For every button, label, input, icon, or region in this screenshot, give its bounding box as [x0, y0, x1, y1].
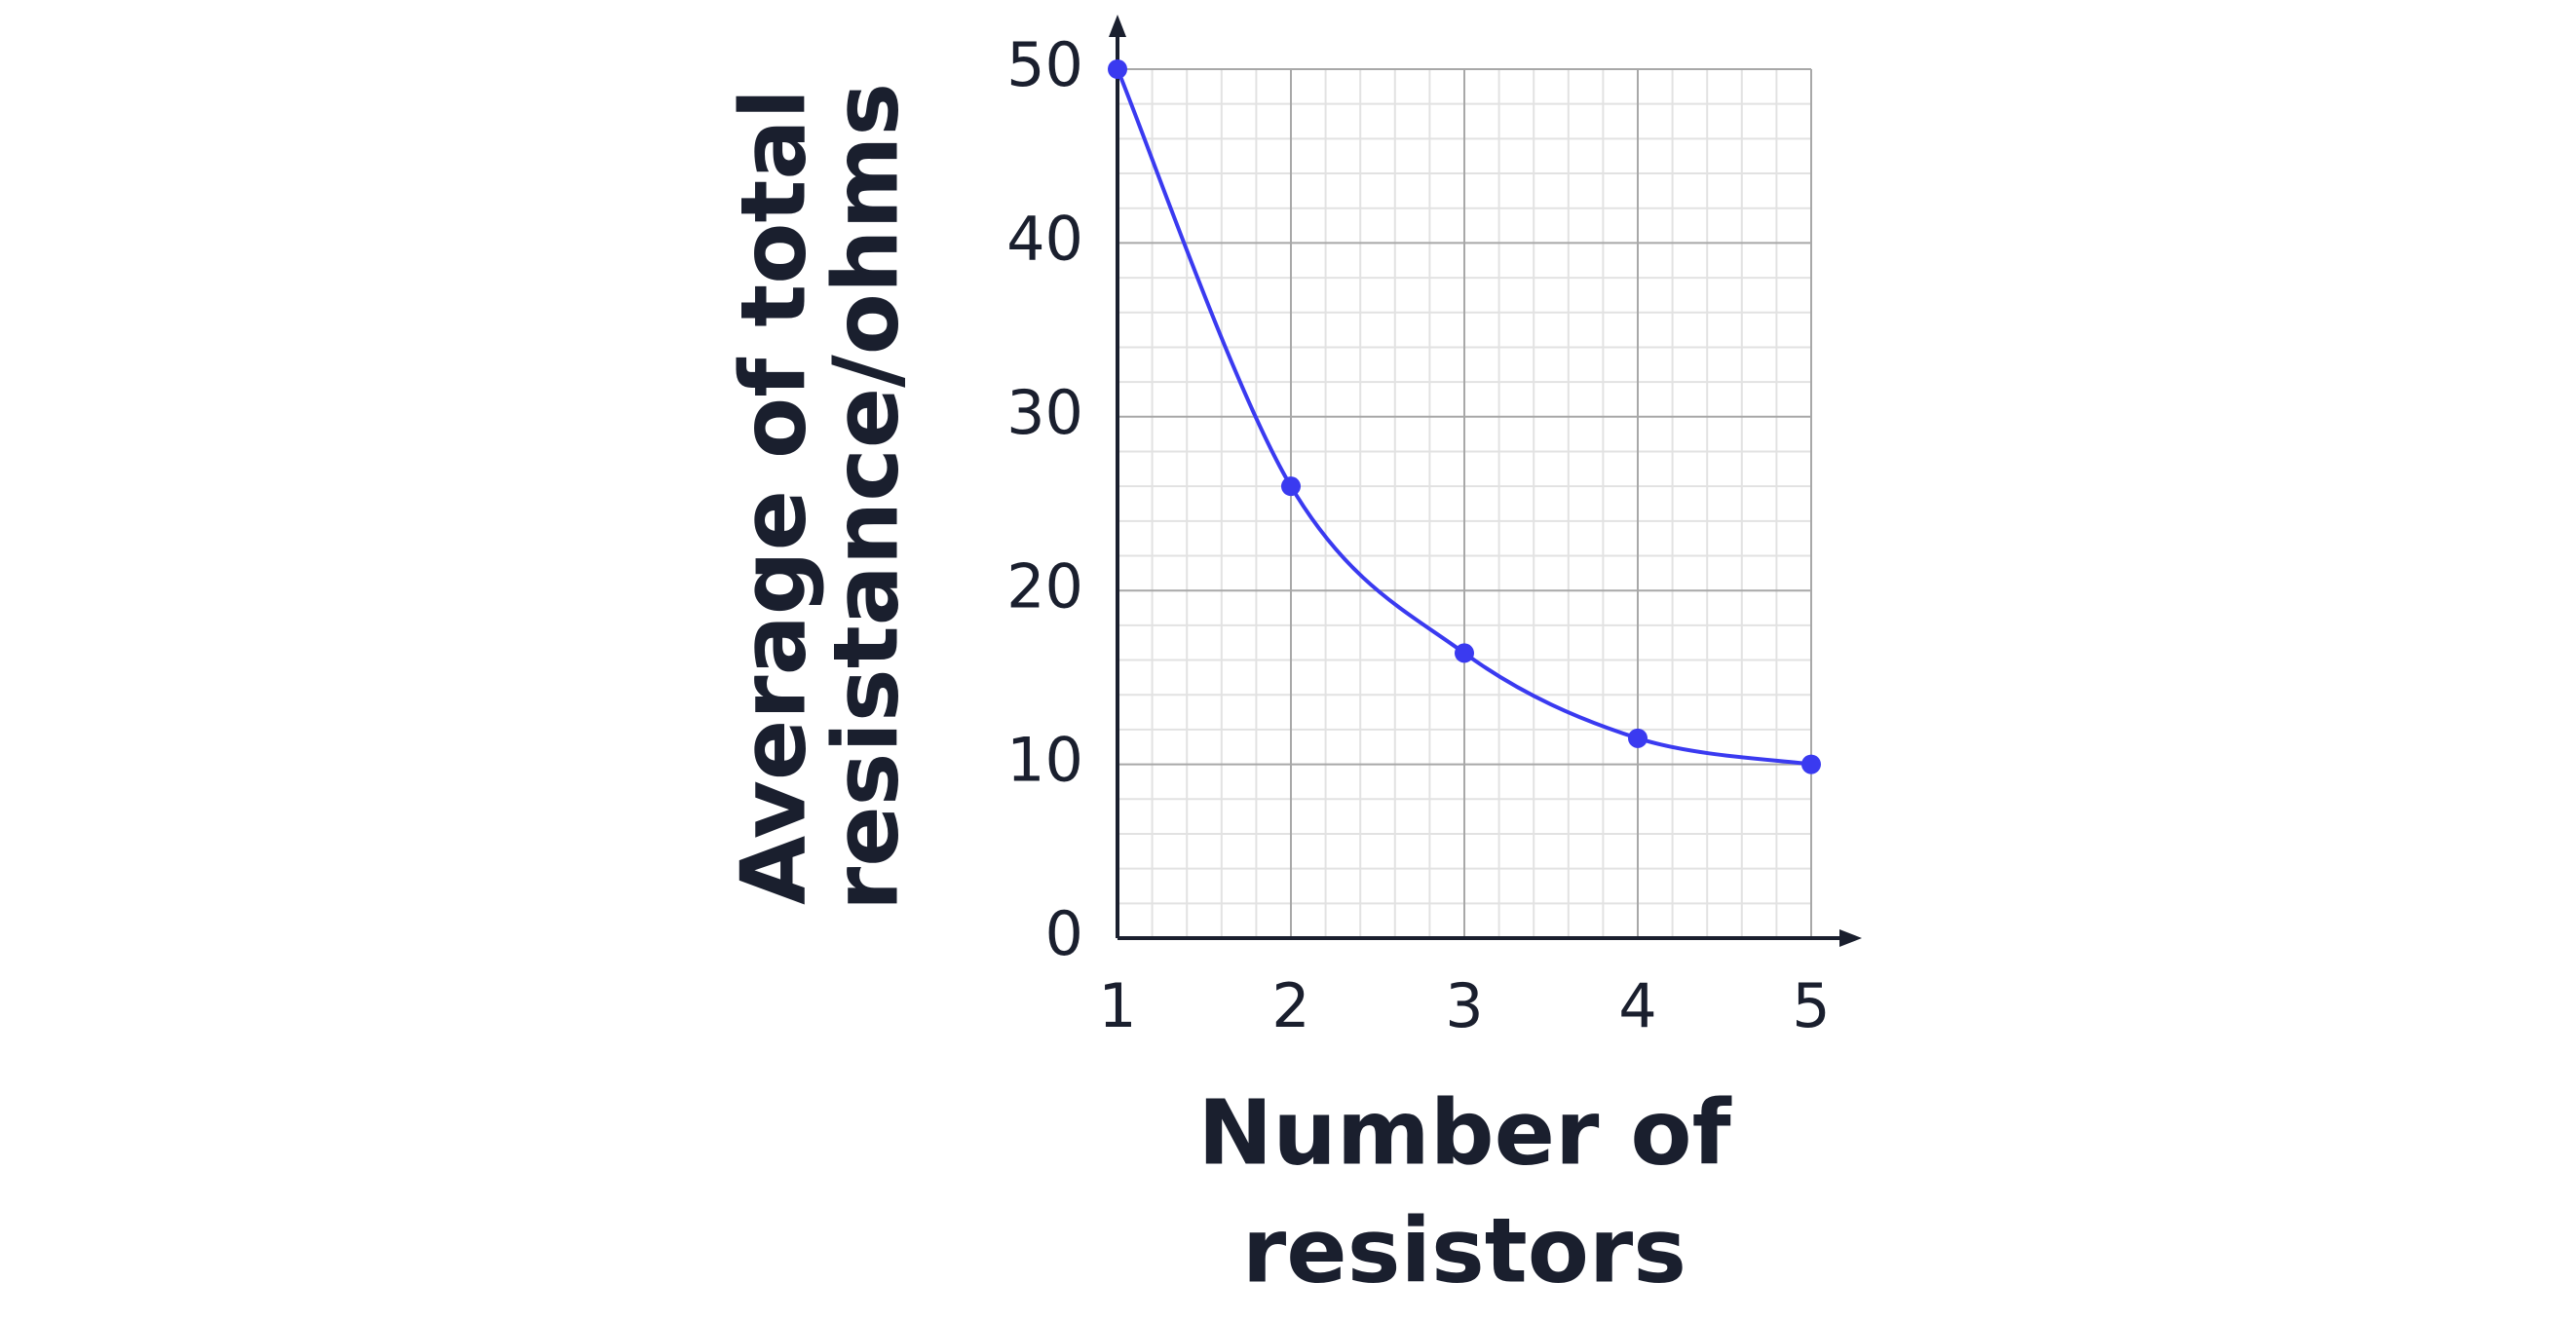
- y-tick-label: 40: [1006, 203, 1083, 274]
- y-axis-title: resistance/ohms: [814, 83, 918, 911]
- y-tick-label: 50: [1006, 29, 1083, 100]
- y-tick-label: 10: [1006, 725, 1083, 796]
- point: [1628, 728, 1648, 748]
- y-axis-title: Average of total: [721, 89, 825, 905]
- point: [1455, 643, 1474, 663]
- point: [1281, 476, 1301, 497]
- x-tick-label: 5: [1792, 970, 1830, 1041]
- point: [1108, 59, 1127, 79]
- y-axis-arrow: [1109, 15, 1126, 37]
- y-tick-label: 0: [1045, 898, 1083, 969]
- point: [1801, 754, 1821, 774]
- x-axis-title: resistors: [1242, 1198, 1686, 1302]
- x-tick-label: 1: [1098, 970, 1136, 1041]
- x-tick-label: 2: [1271, 970, 1309, 1041]
- data-layer: [1108, 59, 1821, 774]
- x-tick-label: 3: [1445, 970, 1483, 1041]
- x-axis-arrow: [1839, 929, 1862, 947]
- x-tick-label: 4: [1618, 970, 1656, 1041]
- grid-layer: [1117, 68, 1812, 939]
- y-tick-label: 20: [1006, 550, 1083, 622]
- y-tick-label: 30: [1006, 377, 1083, 448]
- line: [1116, 68, 1812, 767]
- x-axis-title: Number of: [1197, 1080, 1731, 1185]
